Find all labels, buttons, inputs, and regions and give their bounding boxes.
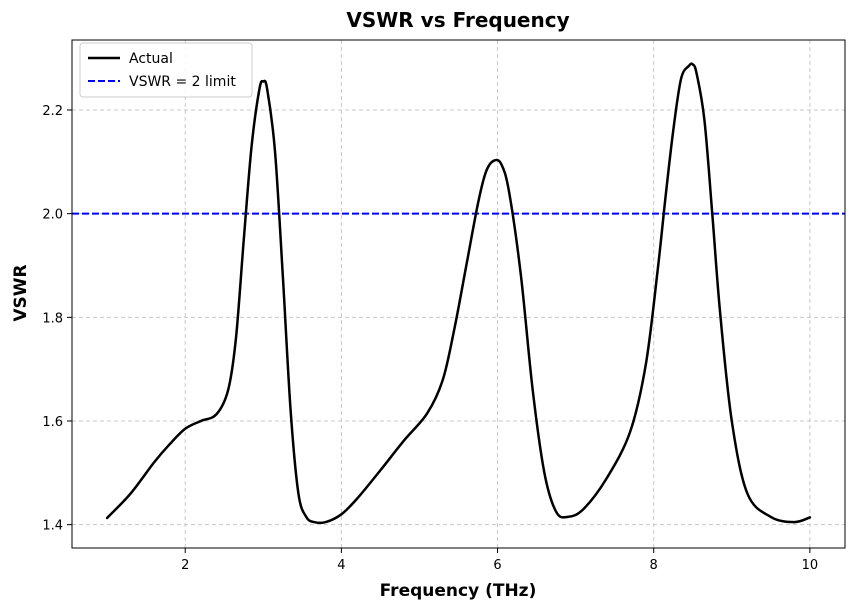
y-axis-label: VSWR [11, 264, 31, 321]
legend-box [79, 42, 253, 98]
chart-title: VSWR vs Frequency [346, 8, 569, 32]
x-axis-label: Frequency (THz) [380, 581, 537, 601]
x-tick-label: 4 [337, 558, 345, 573]
axes-frame [71, 39, 846, 549]
y-tick-label: 2.0 [42, 208, 63, 223]
y-tick-label: 2.2 [42, 104, 63, 119]
x-tick-label: 2 [181, 558, 189, 573]
x-tick-label: 8 [650, 558, 658, 573]
y-tick-label: 1.4 [42, 519, 63, 534]
legend-label-limit: VSWR = 2 limit [129, 74, 236, 90]
x-tick-label: 6 [493, 558, 501, 573]
x-tick-label: 10 [802, 558, 819, 573]
y-tick-label: 1.8 [42, 311, 63, 326]
legend-label-actual: Actual [129, 51, 173, 67]
legend: Actual VSWR = 2 limit [79, 42, 253, 98]
plot-area [72, 62, 845, 525]
grid [72, 40, 845, 548]
y-tick-label: 1.6 [42, 415, 63, 430]
actual-vswr-line [105, 62, 812, 525]
axis-ticks: 2 4 6 8 10 1.4 1.6 1.8 2.0 2.2 [42, 104, 818, 573]
